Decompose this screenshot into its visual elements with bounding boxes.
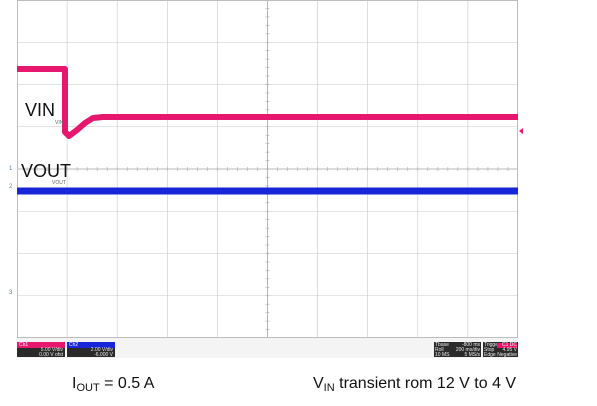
vout-trace-sublabel: VOUT: [52, 180, 66, 186]
channel1-info[interactable]: Ch1 5.00 V/div 0.00 V ofst: [17, 342, 65, 358]
caption-vin-transient: VIN transient rom 12 V to 4 V: [313, 375, 517, 394]
vin-waveform: [17, 66, 518, 139]
timebase-values: -800 ms 200 ms/div 5 MS/s: [455, 342, 480, 358]
vin-trace-sublabel: VIN: [55, 120, 64, 126]
waveforms: [17, 66, 518, 195]
trigger-values: C1 DC 4.95 V Negative: [497, 342, 517, 358]
channel2-header: Ch2: [67, 342, 115, 348]
channel1-scale: 5.00 V/div: [40, 347, 63, 353]
vout-trace-label: VOUT: [21, 161, 72, 181]
channel-marker-2: 2: [9, 184, 13, 190]
trigger-level-marker: [519, 128, 523, 134]
trigger-labels: Trigger Stop Edge: [484, 342, 500, 358]
timebase-labels: Tbase Roll 10 MS: [435, 342, 450, 358]
channel2-info[interactable]: Ch2 2.00 V/div -6.000 V: [67, 342, 115, 358]
caption-iout: IOUT = 0.5 A: [72, 375, 155, 394]
scope-grid: [17, 0, 518, 338]
channel1-offset: 0.00 V ofst: [39, 352, 63, 358]
channel-marker-1: 1: [9, 166, 13, 172]
channel1-header: Ch1: [17, 342, 65, 348]
trigger-info[interactable]: Trigger Stop Edge C1 DC 4.95 V Negative: [483, 342, 518, 358]
gridlines: [17, 0, 518, 338]
channel-marker-3: 3: [9, 290, 13, 296]
timebase-info[interactable]: Tbase Roll 10 MS -800 ms 200 ms/div 5 MS…: [434, 342, 481, 358]
channel2-scale: 2.00 V/div: [90, 347, 113, 353]
vin-trace-label: VIN: [25, 100, 56, 120]
oscilloscope-display: VIN VIN VOUT VOUT 1 2 3: [9, 0, 523, 342]
grid-frame: [17, 0, 518, 338]
channel2-offset: -6.000 V: [94, 352, 113, 358]
scope-status-bar: Ch1 5.00 V/div 0.00 V ofst Ch2 2.00 V/di…: [17, 338, 518, 358]
